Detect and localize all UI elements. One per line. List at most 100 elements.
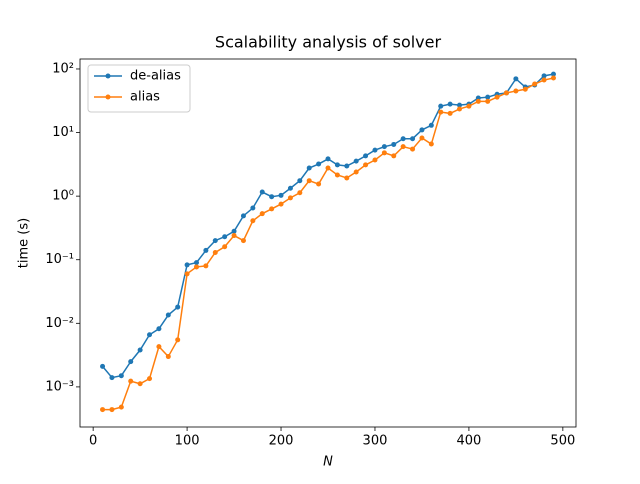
point (240, 238, 246, 244)
point (203, 247, 209, 253)
point (175, 304, 181, 310)
point (297, 190, 303, 196)
point (269, 206, 275, 212)
point (532, 81, 538, 87)
point (184, 271, 190, 277)
point (109, 407, 115, 413)
point (334, 172, 340, 178)
point (118, 404, 124, 410)
point (287, 185, 293, 191)
point (203, 263, 209, 269)
point (165, 354, 171, 360)
point (147, 332, 153, 338)
x-tick-label: 400 (456, 434, 481, 449)
point (400, 136, 406, 142)
point (541, 77, 547, 83)
point (193, 260, 199, 266)
point (457, 106, 463, 112)
point (222, 234, 228, 240)
point (334, 162, 340, 168)
point (193, 264, 199, 270)
point (391, 153, 397, 159)
x-tick-label: 200 (269, 434, 294, 449)
point (240, 213, 246, 219)
point (353, 158, 359, 164)
point (550, 75, 556, 81)
point (372, 157, 378, 163)
point (231, 228, 237, 234)
point (137, 347, 143, 353)
legend-marker (105, 94, 111, 100)
point (165, 312, 171, 318)
point (259, 211, 265, 217)
point (428, 122, 434, 128)
point (419, 127, 425, 133)
point (212, 238, 218, 244)
x-tick-label: 100 (175, 434, 200, 449)
point (306, 178, 312, 184)
point (381, 150, 387, 156)
point (212, 249, 218, 255)
point (513, 88, 519, 94)
point (344, 163, 350, 169)
point (306, 165, 312, 171)
point (410, 136, 416, 142)
point (391, 141, 397, 147)
point (156, 344, 162, 350)
point (485, 98, 491, 104)
point (287, 195, 293, 201)
point (541, 73, 547, 79)
point (250, 205, 256, 211)
point (381, 144, 387, 150)
plot-frame (79, 58, 577, 428)
point (137, 381, 143, 387)
point (184, 262, 190, 268)
point (363, 162, 369, 168)
y-tick-label: 10¹ (52, 125, 74, 140)
point (100, 363, 106, 369)
point (447, 101, 453, 107)
legend-label: de-alias (130, 69, 181, 84)
point (400, 144, 406, 150)
point (231, 233, 237, 239)
point (503, 90, 509, 96)
y-tick-label: 10⁻² (45, 316, 74, 331)
point (325, 156, 331, 162)
chart-title: Scalability analysis of solver (215, 33, 442, 52)
point (447, 110, 453, 116)
point (109, 375, 115, 381)
point (513, 76, 519, 82)
x-tick-label: 0 (89, 434, 97, 449)
point (278, 201, 284, 207)
x-tick-label: 500 (550, 434, 575, 449)
point (428, 141, 434, 147)
legend-label: alias (130, 90, 160, 105)
point (278, 192, 284, 198)
point (363, 153, 369, 159)
point (457, 102, 463, 108)
point (269, 194, 275, 200)
point (100, 407, 106, 413)
point (466, 103, 472, 109)
point (175, 337, 181, 343)
x-axis-label: N (323, 455, 333, 470)
point (250, 218, 256, 224)
point (156, 326, 162, 332)
point (410, 146, 416, 152)
x-tick-label: 300 (363, 434, 388, 449)
point (128, 378, 134, 384)
point (438, 103, 444, 109)
point (259, 189, 265, 195)
y-tick-label: 10⁻¹ (45, 252, 74, 267)
point (297, 178, 303, 184)
y-tick-label: 10² (52, 61, 74, 76)
point (353, 169, 359, 175)
point (485, 94, 491, 100)
point (128, 359, 134, 365)
point (325, 165, 331, 171)
y-tick-label: 10⁻³ (45, 379, 74, 394)
point (316, 181, 322, 187)
point (147, 376, 153, 382)
